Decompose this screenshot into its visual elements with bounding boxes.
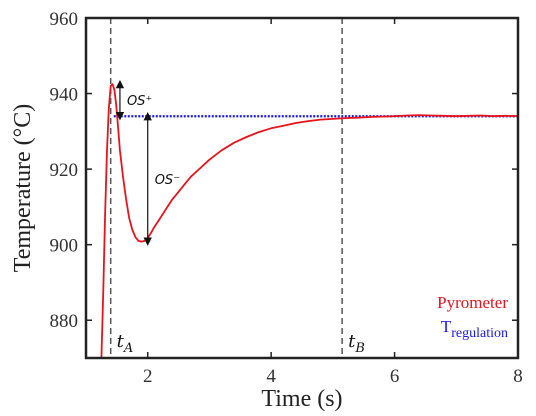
marker-label-b: tB [348,331,365,356]
legend-entry-pyrometer: Pyrometer [437,293,508,312]
x-tick-label: 8 [513,366,523,387]
legend-entry-regulation: Tregulation [441,317,508,341]
plot-area: tA tB OS⁺ OS⁻ [100,18,518,358]
y-tick-label: 960 [50,9,79,30]
y-tick-label: 900 [50,236,79,257]
legend-regulation-subscript: regulation [451,326,508,341]
x-tick-label: 4 [266,366,276,387]
y-tick-label: 920 [50,160,79,181]
y-tick-label: 940 [50,85,79,106]
overshoot-label-negative: OS⁻ [155,173,180,188]
series-pyrometer-line [100,83,518,358]
legend-regulation-main: T [441,317,452,336]
x-axis-title: Time (s) [261,386,342,412]
x-tick-label: 2 [143,366,153,387]
axes: 2 4 6 8 880 900 920 940 960 [50,9,523,387]
marker-label-a: tA [117,331,134,356]
overshoot-label-positive: OS⁺ [127,94,152,109]
plot-frame [84,16,520,360]
y-tick-label: 880 [50,311,79,332]
y-axis-title: Temperature (°C) [10,104,36,273]
x-tick-label: 6 [390,366,400,387]
legend: Pyrometer Tregulation [437,293,508,341]
